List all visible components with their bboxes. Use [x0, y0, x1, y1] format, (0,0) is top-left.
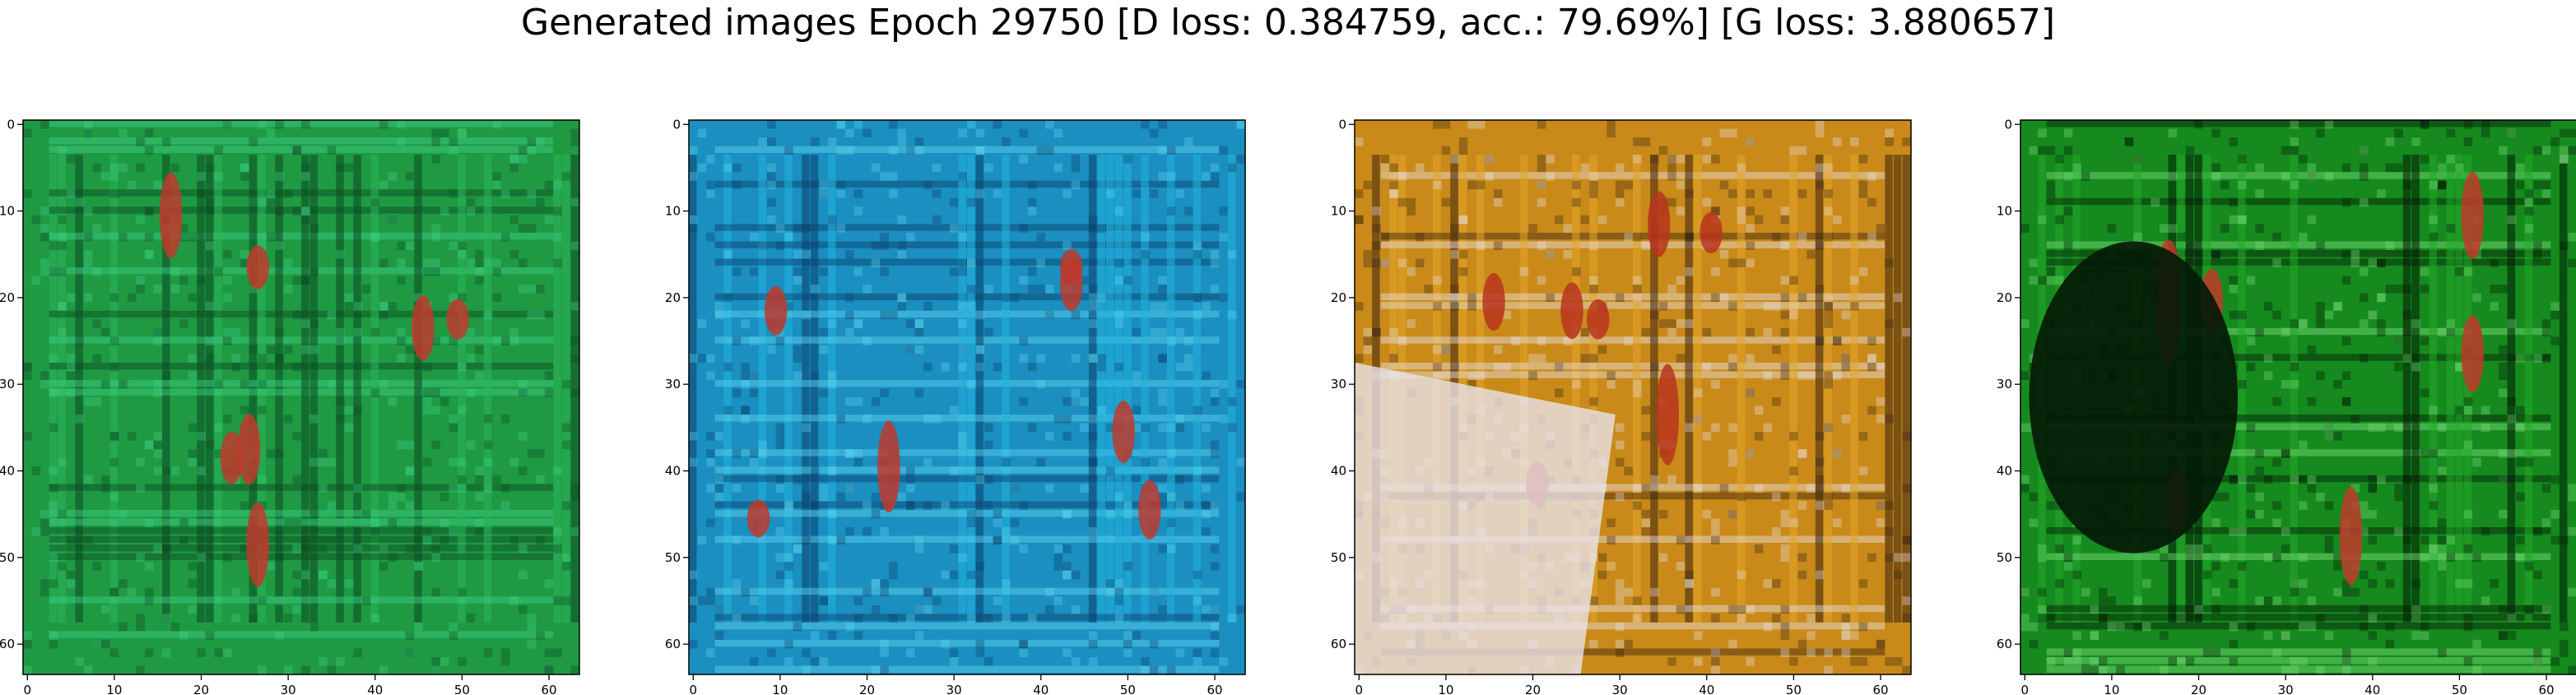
x-tick-label: 60 [541, 683, 556, 695]
x-tick-label: 40 [1033, 683, 1049, 695]
x-tick-label: 50 [454, 683, 470, 695]
y-tick-label: 0 [1338, 117, 1346, 132]
x-tick-label: 0 [24, 683, 32, 695]
x-tick-label: 30 [1612, 683, 1628, 695]
image-plot-4: 0 0 10 10 20 20 30 30 40 40 50 50 60 60 [1997, 117, 2576, 695]
y-tick-label: 40 [665, 464, 681, 479]
x-tick-label: 20 [193, 683, 209, 695]
pixel-grid [2020, 120, 2576, 674]
x-tick-label: 10 [106, 683, 122, 695]
y-tick-label: 30 [665, 377, 681, 392]
x-tick-label: 40 [367, 683, 383, 695]
y-tick-label: 30 [0, 377, 15, 392]
y-tick-label: 0 [2004, 117, 2012, 132]
x-tick-label: 50 [1786, 683, 1802, 695]
y-tick-label: 0 [672, 117, 681, 132]
x-tick-label: 50 [1120, 683, 1136, 695]
x-tick-label: 60 [2538, 683, 2554, 695]
image-plot-1: 0 0 10 10 20 20 30 30 40 40 50 50 60 60 [0, 117, 580, 695]
y-tick-label: 60 [1997, 637, 2012, 651]
pixel-grid [23, 120, 579, 674]
y-tick-label: 10 [1331, 204, 1346, 219]
image-panel-3: 0 0 10 10 20 20 30 30 40 40 50 50 60 60 [1331, 117, 1912, 695]
image-panel-1: 0 0 10 10 20 20 30 30 40 40 50 50 60 60 [0, 117, 580, 695]
image-plot-2: 0 0 10 10 20 20 30 30 40 40 50 50 60 60 [665, 117, 1246, 695]
x-tick-label: 40 [2364, 683, 2380, 695]
y-tick-label: 60 [665, 637, 681, 651]
x-tick-label: 0 [2021, 683, 2030, 695]
y-tick-label: 40 [1997, 464, 2012, 479]
x-tick-label: 20 [1525, 683, 1541, 695]
y-tick-label: 40 [0, 464, 15, 479]
x-tick-label: 30 [281, 683, 296, 695]
x-tick-label: 20 [2191, 683, 2206, 695]
y-tick-label: 60 [1331, 637, 1346, 651]
y-tick-label: 0 [7, 117, 15, 132]
x-tick-label: 0 [690, 683, 698, 695]
x-tick-label: 10 [1438, 683, 1453, 695]
y-tick-label: 30 [1331, 377, 1346, 392]
x-tick-label: 60 [1872, 683, 1888, 695]
y-tick-label: 50 [0, 550, 15, 565]
x-tick-label: 30 [946, 683, 962, 695]
y-tick-label: 20 [1331, 290, 1346, 305]
y-tick-label: 50 [665, 550, 681, 565]
y-tick-label: 10 [665, 204, 681, 219]
y-tick-label: 30 [1997, 377, 2012, 392]
figure-title: Generated images Epoch 29750 [D loss: 0.… [520, 2, 2056, 44]
axes-frame [688, 119, 1246, 675]
axes-frame [1354, 119, 1912, 675]
y-tick-label: 20 [665, 290, 681, 305]
y-tick-label: 50 [1997, 550, 2012, 565]
x-tick-label: 0 [1355, 683, 1364, 695]
pixel-grid [689, 120, 1245, 674]
x-tick-label: 10 [772, 683, 788, 695]
y-tick-label: 50 [1331, 550, 1346, 565]
pixel-grid [1355, 120, 1911, 674]
axes-frame [22, 119, 580, 675]
axes-frame [2020, 119, 2576, 675]
y-tick-label: 20 [0, 290, 15, 305]
image-panel-2: 0 0 10 10 20 20 30 30 40 40 50 50 60 60 [665, 117, 1246, 695]
x-tick-label: 50 [2452, 683, 2467, 695]
x-tick-label: 40 [1699, 683, 1714, 695]
y-tick-label: 10 [1997, 204, 2012, 219]
x-tick-label: 20 [859, 683, 875, 695]
x-tick-label: 10 [2104, 683, 2119, 695]
y-tick-label: 60 [0, 637, 15, 651]
image-panel-4: 0 0 10 10 20 20 30 30 40 40 50 50 60 60 [1997, 117, 2576, 695]
y-tick-label: 20 [1997, 290, 2012, 305]
x-tick-label: 60 [1207, 683, 1222, 695]
y-tick-label: 10 [0, 204, 15, 219]
y-tick-label: 40 [1331, 464, 1346, 479]
image-plot-3: 0 0 10 10 20 20 30 30 40 40 50 50 60 60 [1331, 117, 1912, 695]
x-tick-label: 30 [2278, 683, 2294, 695]
